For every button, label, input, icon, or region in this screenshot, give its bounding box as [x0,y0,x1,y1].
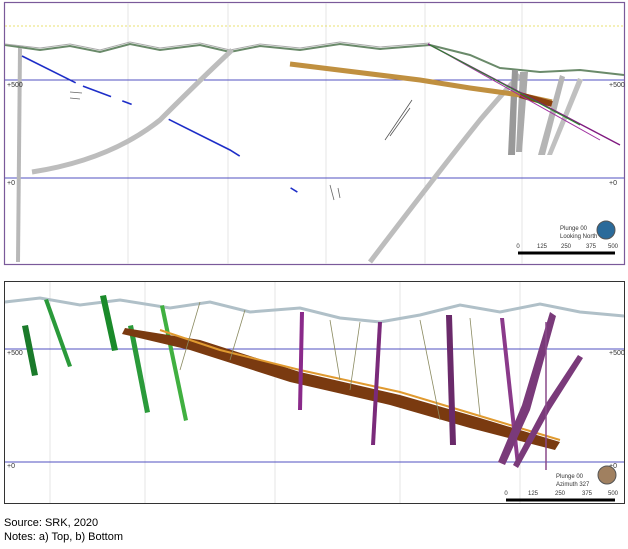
caption-notes: Notes: a) Top, b) Bottom [4,531,123,543]
scale-label: 250 [561,244,572,250]
scale-label: 0 [504,491,508,497]
elevation-label: +500 [609,82,625,89]
scale-label: 500 [608,244,619,250]
top-panel: +500 +500 +0 +0 Plunge 00 Looking North … [3,1,626,266]
bottom-panel: +500 +500 +0 +0 Plunge 00 Azimuth 327 0 … [4,281,625,504]
caption-source: Source: SRK, 2020 [4,517,98,529]
view-label: Plunge 00 [556,474,584,480]
view-label: Azimuth 327 [556,482,590,488]
scale-label: 0 [516,244,520,250]
elevation-label: +500 [7,82,23,89]
elevation-label: +0 [609,180,617,187]
view-label: Plunge 00 [560,226,588,232]
scale-label: 500 [608,491,619,497]
scale-label: 125 [537,244,548,250]
elevation-label: +0 [7,463,15,470]
elevation-label: +0 [609,463,617,470]
view-label: Looking North [560,234,597,240]
elevation-label: +500 [7,350,23,357]
scale-label: 375 [582,491,593,497]
elevation-label: +500 [609,350,625,357]
scale-label: 125 [528,491,539,497]
elevation-label: +0 [7,180,15,187]
scale-label: 375 [586,244,597,250]
scale-label: 250 [555,491,566,497]
